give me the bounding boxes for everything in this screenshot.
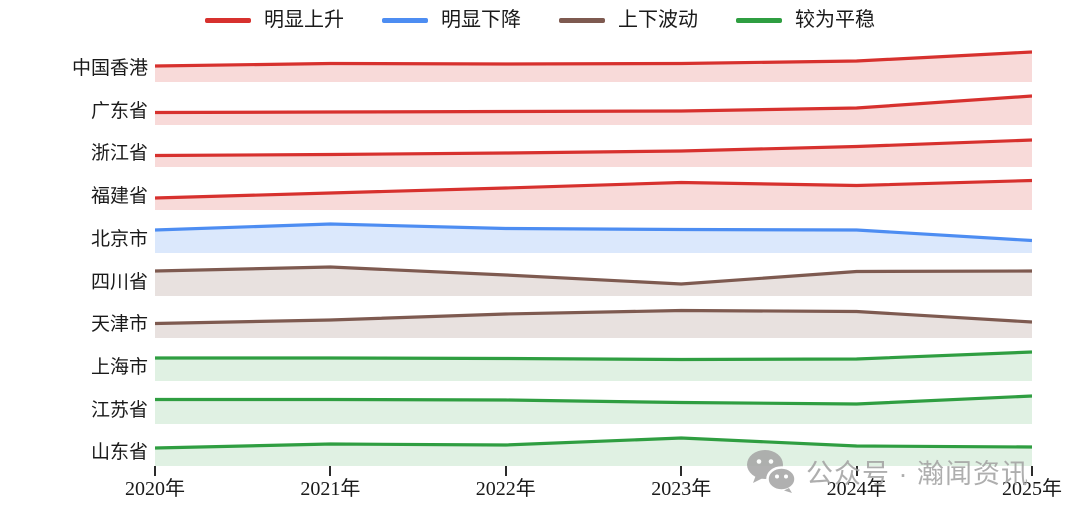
area-series-3 (155, 138, 1032, 168)
area-series-8 (155, 350, 1032, 381)
x-axis-tick (680, 466, 683, 476)
row-label-7: 天津市 (90, 314, 148, 336)
row-label-9: 江苏省 (90, 399, 148, 421)
x-axis-tick (855, 466, 858, 476)
row-label-1: 中国香港 (71, 58, 148, 79)
legend-swatch-stable (736, 17, 782, 23)
x-axis-label: 2021年 (300, 478, 361, 500)
legend-label: 上下波动 (618, 9, 698, 31)
area-series-6 (155, 264, 1032, 296)
legend-swatch-falling (382, 17, 428, 23)
row-label-5: 北京市 (90, 228, 148, 250)
legend: 明显上升 明显下降 上下波动 较为平稳 (0, 8, 1080, 32)
x-axis-label: 2022年 (475, 478, 536, 500)
x-axis-tick (329, 466, 332, 476)
x-axis-tick (1031, 466, 1033, 476)
watermark: 公众号 · 瀚闻资讯 (746, 449, 1029, 493)
row-label-3: 浙江省 (90, 143, 148, 165)
legend-item-fluctuating: 上下波动 (559, 8, 698, 32)
legend-item-stable: 较为平稳 (736, 8, 875, 32)
row-label-8: 上海市 (90, 356, 148, 378)
row-label-2: 广东省 (90, 100, 148, 122)
wechat-icon (747, 450, 796, 493)
x-axis-tick (504, 466, 507, 476)
x-axis-label: 2024年 (826, 478, 887, 500)
x-axis-tick (154, 466, 156, 476)
area-series-4 (155, 178, 1032, 211)
legend-swatch-rising (205, 17, 251, 23)
x-axis-label: 2020年 (125, 478, 185, 500)
legend-item-falling: 明显下降 (382, 8, 521, 32)
area-series-2 (155, 94, 1032, 125)
legend-label: 明显下降 (441, 9, 521, 31)
area-series-5 (155, 222, 1032, 253)
x-axis-label: 2025年 (1002, 478, 1062, 500)
area-series-1 (155, 50, 1032, 82)
watermark-text: 公众号 · 瀚闻资讯 (806, 458, 1029, 489)
legend-label: 明显上升 (264, 9, 344, 31)
row-label-4: 福建省 (90, 186, 148, 208)
row-label-6: 四川省 (90, 271, 148, 293)
row-label-10: 山东省 (90, 442, 148, 464)
area-series-7 (155, 309, 1032, 339)
area-series-9 (155, 393, 1032, 424)
legend-swatch-fluctuating (559, 17, 605, 23)
area-series-10 (155, 436, 1032, 467)
x-axis-label: 2023年 (651, 478, 712, 500)
legend-item-rising: 明显上升 (205, 8, 344, 32)
legend-label: 较为平稳 (795, 9, 875, 31)
